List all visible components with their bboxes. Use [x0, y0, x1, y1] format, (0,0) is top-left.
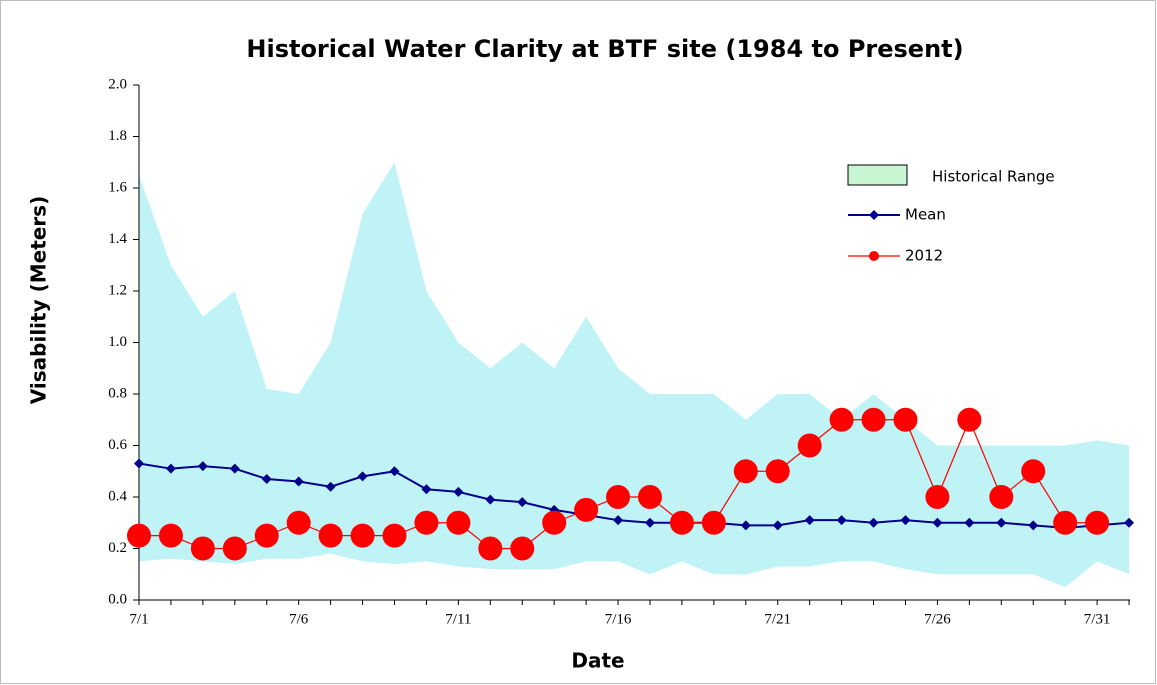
mean-marker	[357, 471, 368, 482]
mean-marker	[868, 517, 879, 528]
mean-marker	[293, 476, 304, 487]
mean-marker	[772, 520, 783, 531]
marker-2012	[574, 497, 599, 522]
marker-2012	[893, 407, 918, 432]
mean-marker	[421, 484, 432, 495]
marker-2012	[861, 407, 886, 432]
mean-marker	[485, 494, 496, 505]
marker-2012	[765, 459, 790, 484]
marker-2012	[701, 510, 726, 535]
mean-marker	[932, 517, 943, 528]
marker-2012	[190, 536, 215, 561]
marker-2012	[1085, 510, 1110, 535]
marker-2012	[925, 485, 950, 509]
legend-label: Historical Range	[932, 168, 1055, 186]
mean-marker	[517, 497, 528, 508]
y-tick-label: 0.8	[108, 385, 127, 401]
marker-2012	[127, 523, 151, 548]
mean-marker	[964, 517, 975, 528]
mean-marker	[900, 515, 911, 526]
marker-2012	[350, 523, 375, 548]
mean-marker	[644, 517, 655, 528]
mean-marker	[1028, 520, 1039, 531]
range-area	[139, 162, 1130, 588]
series-line	[138, 462, 1130, 529]
marker-2012	[478, 536, 503, 561]
marker-2012	[1021, 459, 1046, 484]
marker-2012	[733, 459, 758, 484]
mean-marker	[165, 463, 176, 474]
x-tick-label: 7/6	[289, 611, 309, 627]
chart-title: Historical Water Clarity at BTF site (19…	[246, 35, 963, 63]
y-tick-label: 0.2	[108, 540, 127, 556]
x-tick-label: 7/16	[605, 611, 632, 627]
marker-2012	[158, 523, 183, 548]
x-tick-label: 7/26	[924, 611, 951, 627]
y-tick-label: 1.0	[108, 334, 127, 350]
y-tick-label: 0.0	[108, 591, 127, 607]
y-tick-label: 1.8	[108, 128, 127, 144]
marker-2012	[829, 407, 854, 432]
marker-2012	[797, 433, 822, 458]
y-tick-label: 1.2	[108, 282, 127, 298]
mean-marker	[996, 517, 1007, 528]
y-axis-label: Visability (Meters)	[27, 196, 51, 404]
legend-marker	[869, 210, 879, 220]
mean-marker	[197, 461, 208, 472]
legend-swatch	[847, 164, 908, 186]
marker-2012	[606, 485, 631, 509]
mean-marker	[804, 515, 815, 526]
x-tick-label: 7/31	[1084, 611, 1111, 627]
legend-marker	[869, 251, 879, 261]
y-tick-label: 2.0	[108, 76, 127, 92]
marker-2012	[957, 407, 982, 432]
mean-marker	[1124, 517, 1135, 528]
mean-marker	[836, 515, 847, 526]
mean-marker	[325, 481, 336, 492]
marker-2012	[1053, 510, 1078, 535]
marker-2012	[989, 485, 1014, 509]
marker-2012	[414, 510, 439, 535]
legend-label: 2012	[905, 247, 943, 265]
mean-marker	[389, 466, 400, 477]
y-tick-label: 1.6	[108, 179, 127, 195]
mean-marker	[740, 520, 751, 531]
mean-marker	[134, 458, 144, 469]
y-tick-label: 0.4	[108, 488, 127, 504]
marker-2012	[254, 523, 279, 548]
marker-2012	[446, 510, 471, 535]
marker-2012	[669, 510, 694, 535]
x-tick-label: 7/11	[445, 611, 471, 627]
marker-2012	[222, 536, 247, 561]
marker-2012	[542, 510, 567, 535]
legend-label: Mean	[905, 206, 946, 224]
marker-2012	[382, 523, 407, 548]
mean-marker	[453, 486, 464, 497]
marker-2012	[510, 536, 535, 561]
y-tick-label: 1.4	[108, 231, 127, 247]
marker-2012	[286, 510, 311, 535]
marker-2012	[318, 523, 343, 548]
x-axis-label: Date	[571, 649, 624, 673]
x-tick-label: 7/1	[129, 611, 148, 627]
mean-marker	[229, 463, 240, 474]
x-tick-label: 7/21	[764, 611, 791, 627]
y-tick-label: 0.6	[108, 437, 127, 453]
mean-marker	[261, 473, 272, 484]
marker-2012	[637, 485, 662, 509]
mean-marker	[613, 515, 624, 526]
